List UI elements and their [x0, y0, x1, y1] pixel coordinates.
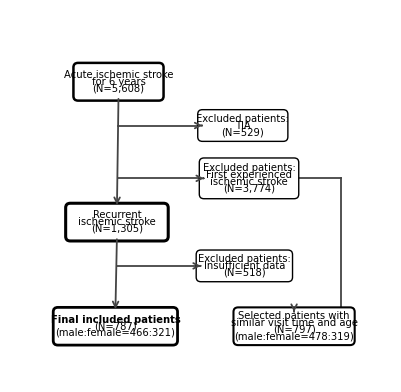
Text: ischemic stroke: ischemic stroke [210, 177, 288, 187]
Text: (N=529): (N=529) [221, 127, 264, 137]
Text: similar visit time and age: similar visit time and age [231, 318, 358, 328]
Text: Final included patients: Final included patients [51, 315, 180, 325]
Text: (N=1,305): (N=1,305) [91, 224, 143, 234]
FancyBboxPatch shape [196, 250, 293, 282]
Text: for 6 years: for 6 years [91, 77, 146, 87]
Text: Selected patients with: Selected patients with [238, 311, 350, 321]
FancyBboxPatch shape [233, 307, 355, 345]
Text: (N=787): (N=787) [94, 321, 137, 331]
Text: Recurrent: Recurrent [93, 211, 141, 220]
Text: ischemic stroke: ischemic stroke [78, 217, 156, 227]
FancyBboxPatch shape [66, 203, 168, 241]
Text: (male:female=466:321): (male:female=466:321) [55, 328, 175, 338]
Text: (N=518): (N=518) [223, 267, 266, 278]
FancyBboxPatch shape [73, 63, 164, 101]
FancyBboxPatch shape [198, 110, 288, 142]
Text: (N=797): (N=797) [273, 325, 316, 334]
Text: (male:female=478:319): (male:female=478:319) [234, 331, 354, 341]
Text: (N=3,774): (N=3,774) [223, 183, 275, 193]
Text: Acute ischemic stroke: Acute ischemic stroke [64, 70, 173, 80]
Text: (N=5,608): (N=5,608) [93, 83, 144, 93]
FancyBboxPatch shape [199, 158, 299, 199]
Text: Insufficient data: Insufficient data [204, 261, 285, 271]
Text: Excluded patients:: Excluded patients: [196, 114, 289, 124]
Text: Excluded patients:: Excluded patients: [203, 163, 296, 173]
Text: TIA: TIA [235, 120, 251, 131]
Text: First experienced: First experienced [206, 170, 292, 180]
FancyBboxPatch shape [53, 307, 178, 345]
Text: Excluded patients:: Excluded patients: [198, 254, 291, 264]
